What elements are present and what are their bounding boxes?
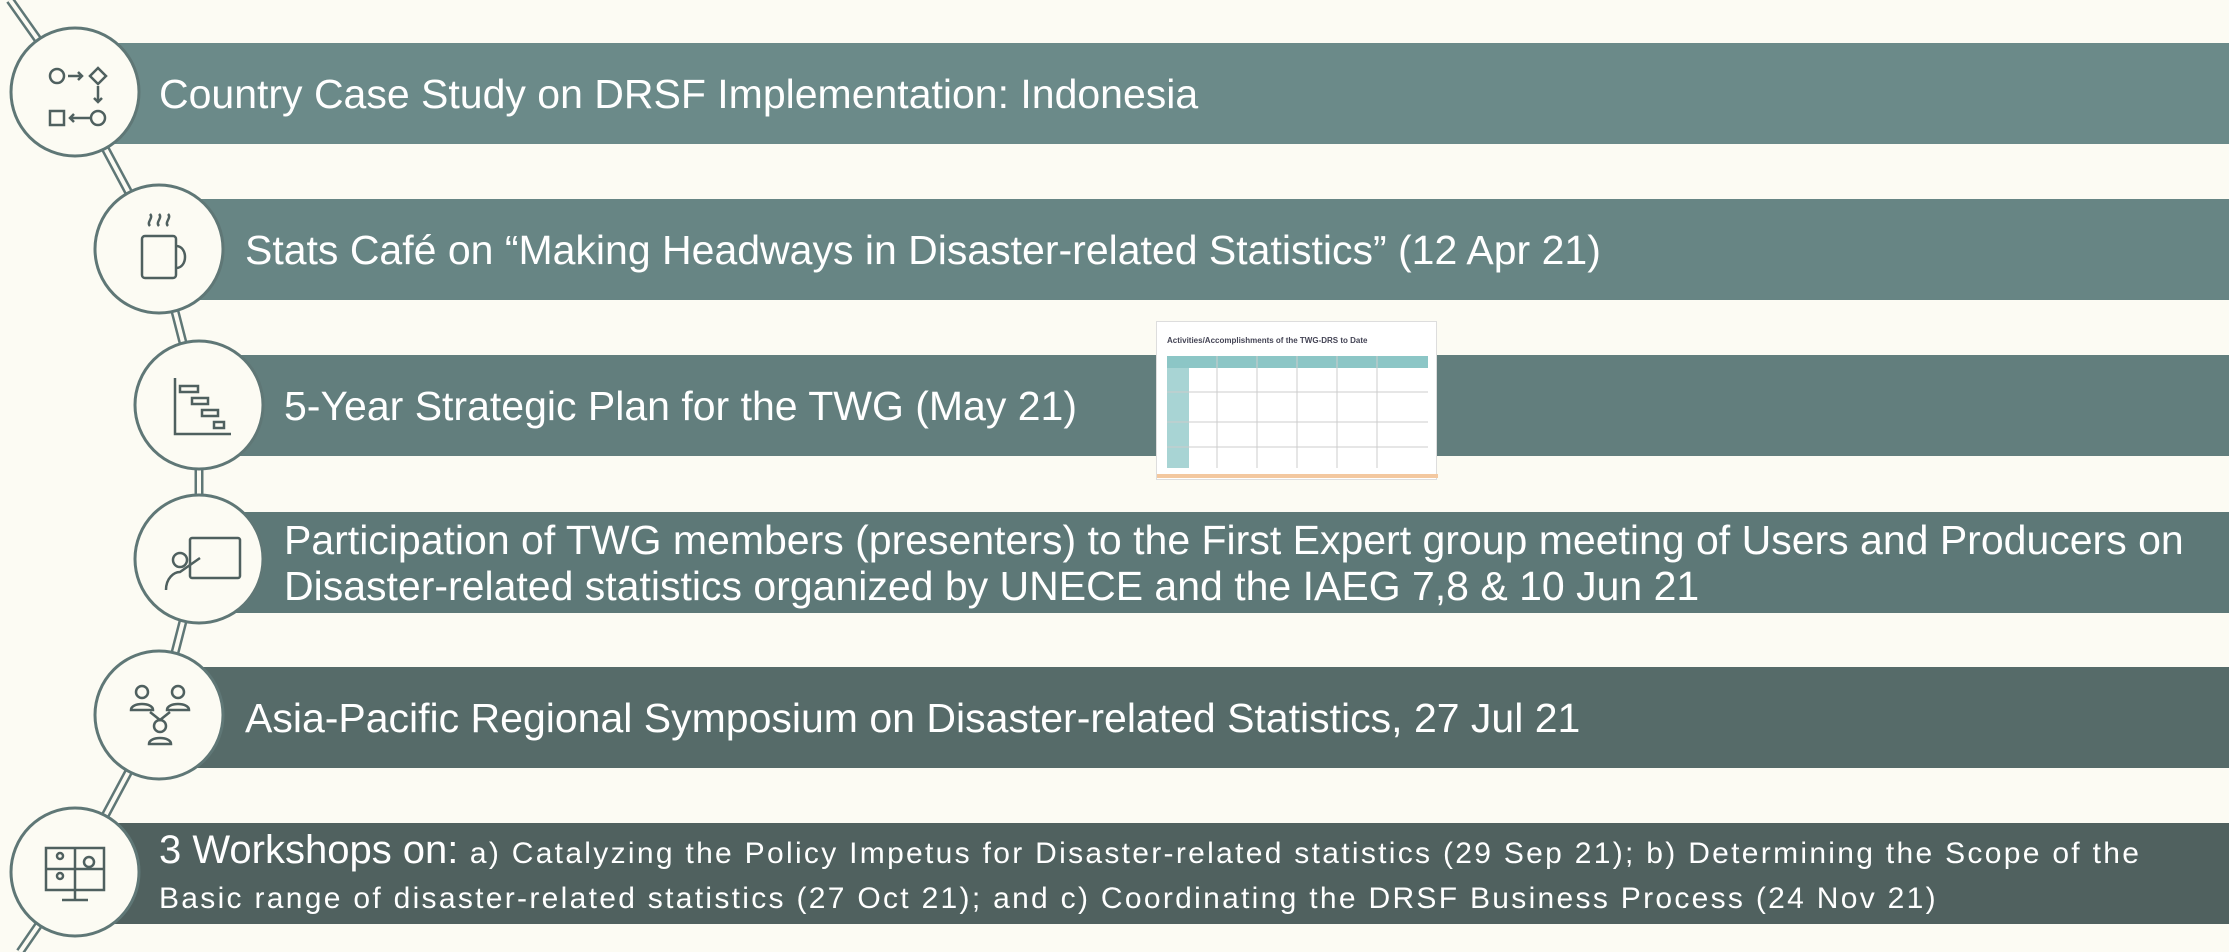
item-text: Participation of TWG members (presenters… bbox=[284, 516, 2184, 609]
thumbnail-table bbox=[1157, 356, 1438, 478]
item-text: 5-Year Strategic Plan for the TWG (May 2… bbox=[284, 382, 1077, 429]
item-text: Asia-Pacific Regional Symposium on Disas… bbox=[245, 694, 1581, 741]
item-text: Country Case Study on DRSF Implementatio… bbox=[159, 70, 1199, 117]
band: 3 Workshops on: a) Catalyzing the Policy… bbox=[78, 823, 2229, 924]
document-thumbnail: Activities/Accomplishments of the TWG-DR… bbox=[1156, 321, 1438, 480]
band: Country Case Study on DRSF Implementatio… bbox=[78, 43, 2229, 144]
band: Asia-Pacific Regional Symposium on Disas… bbox=[162, 667, 2229, 768]
item-text: 3 Workshops on: a) Catalyzing the Policy… bbox=[159, 829, 2225, 919]
band: Stats Café on “Making Headways in Disast… bbox=[162, 199, 2229, 300]
item-text: Stats Café on “Making Headways in Disast… bbox=[245, 226, 1601, 273]
thumbnail-title: Activities/Accomplishments of the TWG-DR… bbox=[1167, 336, 1368, 345]
item-detail: a) Catalyzing the Policy Impetus for Dis… bbox=[159, 836, 2142, 915]
item-lead: 3 Workshops on: bbox=[159, 827, 459, 872]
band: Participation of TWG members (presenters… bbox=[202, 512, 2229, 613]
